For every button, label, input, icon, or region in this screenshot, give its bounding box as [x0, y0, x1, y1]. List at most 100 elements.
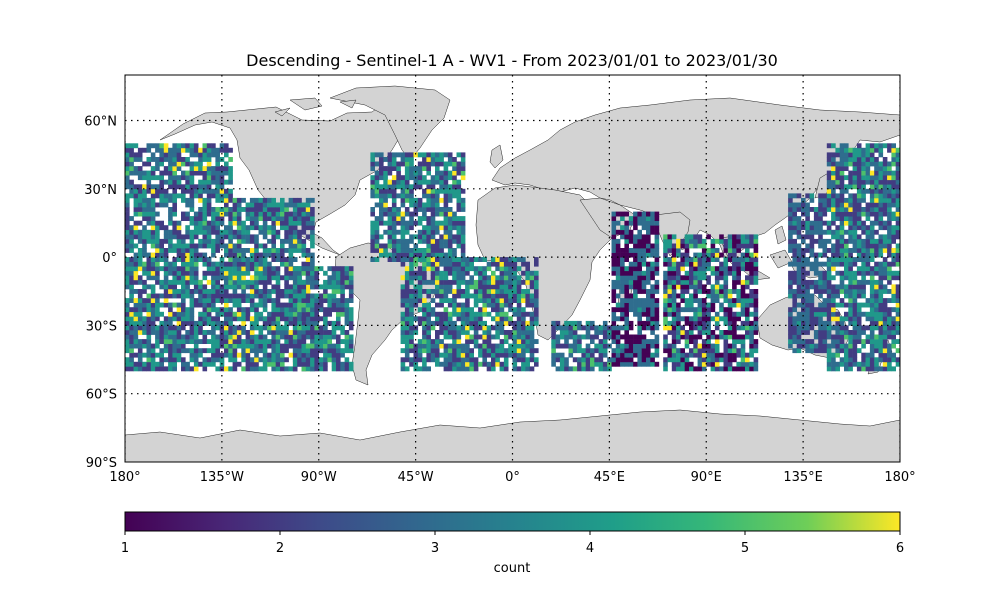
heat-cell [422, 357, 427, 363]
heat-cell [331, 334, 337, 340]
heat-cell [723, 279, 729, 285]
heat-cell [336, 357, 341, 363]
heat-cell [572, 334, 578, 340]
heat-cell [878, 311, 884, 317]
heat-cell [633, 302, 638, 308]
heat-cell [456, 330, 462, 335]
heat-cell [176, 307, 182, 313]
heat-cell [379, 170, 384, 176]
heat-cell [310, 352, 315, 358]
heat-cell [848, 207, 853, 212]
heat-cell [447, 211, 453, 217]
heat-cell [844, 330, 849, 335]
heat-cell [624, 325, 629, 331]
lat-tick-label: 30°N [84, 183, 117, 198]
heat-cell [404, 330, 410, 335]
heat-cell [887, 334, 892, 340]
heat-cell [275, 216, 281, 221]
heat-cell [146, 147, 152, 153]
heat-cell [482, 343, 487, 349]
heat-cell [202, 298, 208, 303]
heat-cell [258, 343, 264, 349]
heat-cell [327, 279, 332, 285]
heat-cell [822, 311, 828, 317]
heat-cell [168, 330, 173, 335]
heat-cell [865, 157, 871, 162]
heat-cell [818, 289, 823, 294]
heat-cell [245, 366, 251, 372]
heat-cell [508, 261, 513, 267]
heat-cell [792, 220, 797, 226]
heat-cell [620, 284, 625, 290]
heat-cell [262, 279, 268, 285]
heat-cell [809, 343, 815, 349]
heat-cell [714, 361, 720, 367]
heat-cell [844, 311, 849, 317]
heat-cell [245, 248, 251, 253]
heat-cell [404, 175, 410, 181]
heat-cell [310, 311, 315, 317]
heat-cell [245, 202, 251, 208]
heat-cell [809, 311, 815, 317]
heat-cell [254, 275, 259, 281]
heat-cell [426, 330, 431, 335]
heat-cell [163, 320, 169, 326]
heat-cell [482, 330, 487, 335]
heat-cell [404, 161, 410, 167]
heat-cell [137, 298, 143, 303]
heat-cell [447, 220, 453, 226]
heat-cell [723, 330, 729, 335]
heat-cell [236, 339, 242, 344]
heat-cell [189, 202, 195, 208]
heat-cell [521, 325, 526, 331]
heat-cell [305, 248, 311, 253]
heat-cell [236, 279, 242, 285]
heat-cell [417, 252, 423, 258]
heat-cell [133, 352, 139, 358]
heat-cell [224, 161, 229, 167]
heat-cell [310, 197, 315, 203]
heat-cell [676, 325, 681, 331]
heat-cell [620, 361, 625, 367]
heat-cell [215, 152, 220, 158]
heat-cell [633, 289, 638, 294]
heat-cell [336, 298, 341, 303]
heat-cell [745, 302, 750, 308]
heat-cell [176, 279, 182, 285]
heat-cell [443, 293, 449, 299]
heat-cell [262, 234, 268, 240]
heat-cell [241, 320, 246, 326]
heat-cell [844, 184, 849, 190]
heat-cell [185, 179, 190, 185]
heat-cell [284, 311, 289, 317]
heat-cell [895, 293, 900, 299]
heat-cell [314, 307, 319, 313]
heat-cell [891, 225, 896, 231]
heat-cell [835, 184, 840, 190]
heat-cell [404, 229, 410, 235]
heat-cell [409, 197, 414, 203]
heat-cell [654, 334, 660, 340]
heat-cell [198, 229, 203, 235]
heat-cell [693, 289, 698, 294]
heat-cell [447, 243, 453, 249]
heat-cell [749, 302, 754, 308]
heat-cell [503, 348, 509, 354]
heat-cell [370, 211, 375, 217]
heat-cell [839, 248, 845, 253]
heat-cell [133, 339, 139, 344]
heat-cell [404, 225, 410, 231]
heat-cell [159, 202, 164, 208]
heat-cell [637, 316, 642, 322]
heat-cell [137, 234, 143, 240]
heat-cell [430, 229, 436, 235]
heat-cell [667, 307, 673, 313]
heat-cell [465, 266, 470, 272]
heat-cell [844, 202, 849, 208]
heat-cell [125, 202, 130, 208]
heat-cell [327, 352, 332, 358]
heat-cell [611, 270, 617, 276]
heat-cell [753, 320, 759, 326]
heat-cell [301, 229, 307, 235]
heat-cell [374, 184, 380, 190]
